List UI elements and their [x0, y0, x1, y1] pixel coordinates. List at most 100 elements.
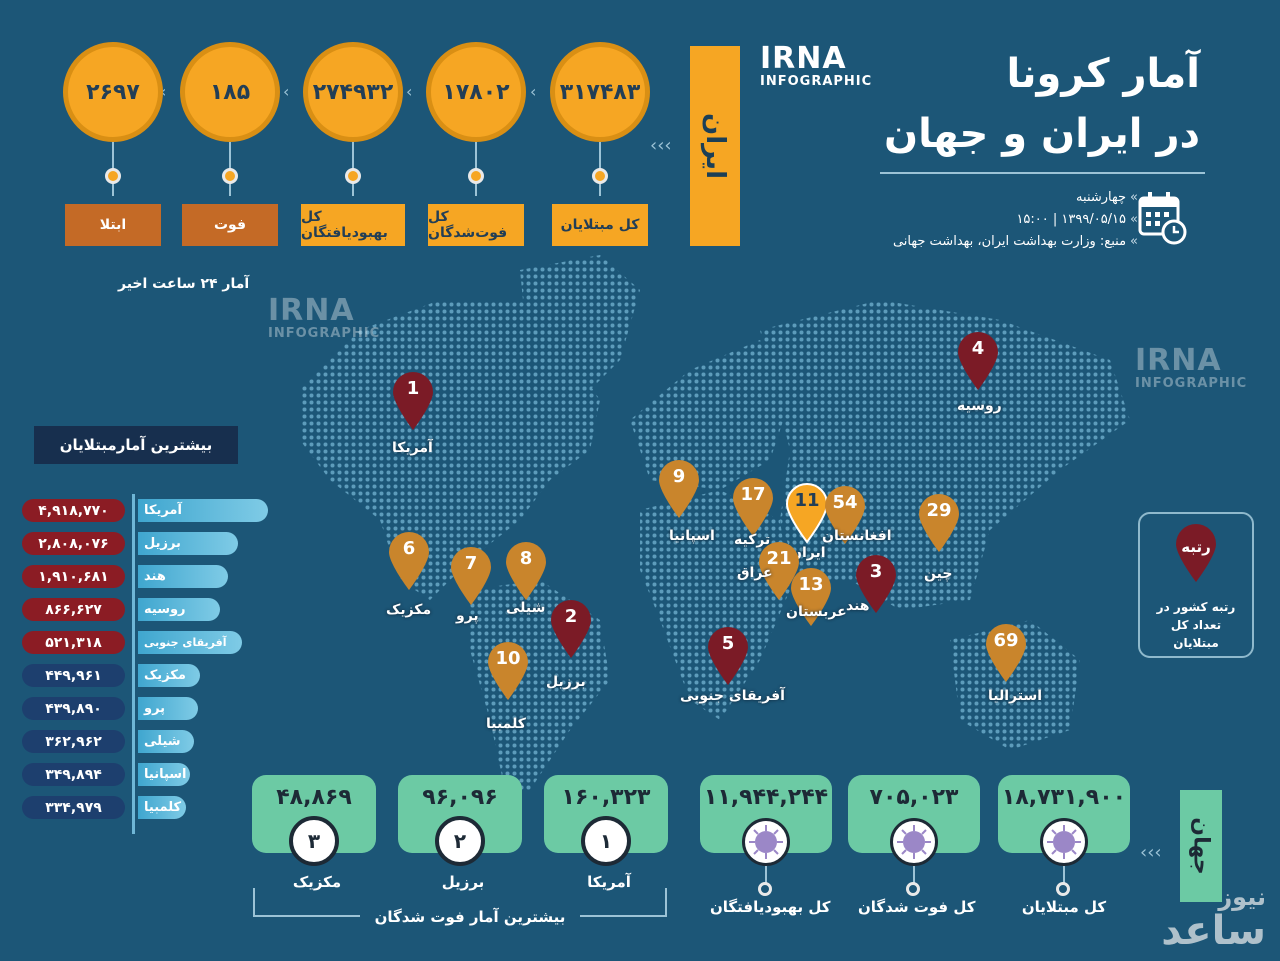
top-infected-value: ۳۴۹,۸۹۴: [22, 763, 125, 786]
irna-logo-text: IRNA: [760, 41, 847, 76]
map-pin-icon: [986, 624, 1026, 682]
separator-chevron-icon: ‹: [283, 82, 290, 101]
map-pin-icon: [919, 494, 959, 552]
world-chevrons: ‹‹‹: [1140, 842, 1162, 863]
page-title-line1: آمار کرونا: [1006, 51, 1201, 97]
iran-stat-label: کل فوت‌شدگان: [428, 204, 524, 246]
map-pin-country: افغانستان: [822, 528, 892, 544]
meta-source-text: منبع: وزارت بهداشت ایران، بهداشت جهانی: [892, 234, 1127, 249]
iran-stat-circle: ۱۷۸۰۲: [426, 42, 526, 142]
top-infected-country: پرو: [138, 697, 198, 720]
top-infected-country: مکزیک: [138, 664, 200, 687]
top-infected-country: آمریکا: [138, 499, 268, 522]
legend-badge-text: رتبه: [1181, 538, 1211, 556]
top-infected-value: ۵۲۱,۳۱۸: [22, 631, 125, 654]
world-stat-stem: [765, 866, 767, 886]
iran-stat-label: فوت: [182, 204, 278, 246]
top-infected-country: کلمبیا: [138, 796, 186, 819]
iran-stat-circle: ۲۶۹۷: [63, 42, 163, 142]
top-infected-title: بیشترین آمارمبتلایان: [34, 426, 238, 464]
map-pin-country: استرالیا: [988, 688, 1043, 704]
map-pin[interactable]: 6: [386, 530, 432, 592]
separator-chevron-icon: ‹: [406, 82, 413, 101]
meta-datetime-text: ۱۳۹۹/۰۵/۱۵ | ۱۵:۰۰: [1016, 212, 1127, 227]
iran-stat-value: ۲۷۴۹۳۲: [312, 79, 394, 105]
map-pin[interactable]: 5: [705, 625, 751, 687]
map-pin-country: برزیل: [546, 674, 586, 690]
map-pin[interactable]: 10: [485, 640, 531, 702]
map-pin-rank: 29: [926, 500, 952, 521]
map-pin-rank: 1: [406, 378, 420, 399]
map-pin-icon: [506, 542, 546, 600]
map-pin-rank: 10: [495, 648, 521, 669]
world-stat-card: ۱۱,۹۴۴,۲۴۴: [700, 775, 832, 853]
irna-watermark-text: IRNA: [1135, 343, 1222, 378]
map-pin-icon: [791, 568, 831, 626]
top-death-country: آمریکا: [564, 873, 654, 891]
map-pin[interactable]: 2: [548, 598, 594, 660]
top-infected-value: ۲,۸۰۸,۰۷۶: [22, 532, 125, 555]
iran-stat-dot: [222, 168, 238, 184]
iran-stat-label: ابتلا: [65, 204, 161, 246]
map-pin-rank: 11: [794, 490, 820, 511]
world-label-bar: جهان: [1180, 790, 1222, 902]
irna-watermark-2: IRNA INFOGRAPHIC: [1135, 343, 1248, 392]
map-pin[interactable]: 7: [448, 545, 494, 607]
world-stat-label: کل فوت شدگان: [858, 898, 976, 916]
iran-stat-circle: ۳۱۷۴۸۳: [550, 42, 650, 142]
map-pin-country: روسیه: [957, 398, 1002, 414]
title-divider: [880, 172, 1205, 174]
map-pin-icon: [825, 486, 865, 544]
map-pin[interactable]: 4: [955, 330, 1001, 392]
iran-stat-value: ۱۷۸۰۲: [442, 79, 510, 105]
map-pin-icon: [389, 532, 429, 590]
top-death-value: ۹۶,۰۹۶: [422, 785, 498, 810]
map-pin[interactable]: 69: [983, 622, 1029, 684]
iran-stat-circle: ۱۸۵: [180, 42, 280, 142]
legend-pin-icon: [1176, 524, 1216, 582]
map-pin-icon: [733, 478, 773, 536]
map-pin-country: اسپانیا: [669, 528, 715, 544]
map-pin[interactable]: 11: [784, 482, 830, 544]
watermark-line1: نیوز: [1218, 883, 1266, 911]
map-pin-rank: 7: [464, 553, 478, 574]
world-stat-value: ۱۱,۹۴۴,۲۴۴: [703, 785, 829, 810]
top-death-country: مکزیک: [272, 873, 362, 891]
map-pin-icon: [759, 542, 799, 600]
iran-label: ایران: [700, 113, 730, 179]
map-pin-country: آفریقای جنوبی: [680, 688, 785, 704]
map-pin-icon: [488, 642, 528, 700]
top-infected-country: برزیل: [138, 532, 238, 555]
world-stat-stem: [913, 866, 915, 886]
irna-watermark-1: IRNA INFOGRAPHIC: [268, 296, 380, 342]
map-pin[interactable]: 21: [756, 540, 802, 602]
map-pin[interactable]: 8: [503, 540, 549, 602]
watermark-line2: ساعد: [1161, 908, 1266, 954]
irna-watermark-sub: INFOGRAPHIC: [1135, 376, 1248, 391]
world-stat-label: کل مبتلایان: [1021, 898, 1107, 916]
map-pin[interactable]: 13: [788, 566, 834, 628]
separator-chevron-icon: ‹: [530, 82, 537, 101]
map-pin[interactable]: 54: [822, 484, 868, 546]
map-pin-rank: 21: [766, 548, 792, 569]
map-pin-rank: 54: [832, 492, 858, 513]
virus-icon: [890, 818, 938, 866]
map-pin[interactable]: 9: [656, 458, 702, 520]
map-pin[interactable]: 29: [916, 492, 962, 554]
map-pin-country: شیلی: [506, 600, 546, 616]
map-pin-rank: 5: [721, 633, 735, 654]
top-death-rank: ۱: [581, 816, 631, 866]
map-pin-rank: 3: [869, 561, 883, 582]
map-pin[interactable]: 17: [730, 476, 776, 538]
iran-stat-value: ۳۱۷۴۸۳: [559, 79, 641, 105]
top-infected-value: ۱,۹۱۰,۶۸۱: [22, 565, 125, 588]
irna-logo: IRNA INFOGRAPHIC: [760, 41, 873, 90]
map-pin[interactable]: 3: [853, 553, 899, 615]
map-pin-rank: 2: [564, 606, 578, 627]
iran-stat-dot: [592, 168, 608, 184]
map-pin-rank: 8: [519, 548, 533, 569]
world-stat-value: ۷۰۵,۰۲۳: [869, 785, 959, 810]
top-infected-country: روسیه: [138, 598, 220, 621]
map-pin[interactable]: 1: [390, 370, 436, 432]
irna-logo-sub: INFOGRAPHIC: [760, 74, 873, 89]
